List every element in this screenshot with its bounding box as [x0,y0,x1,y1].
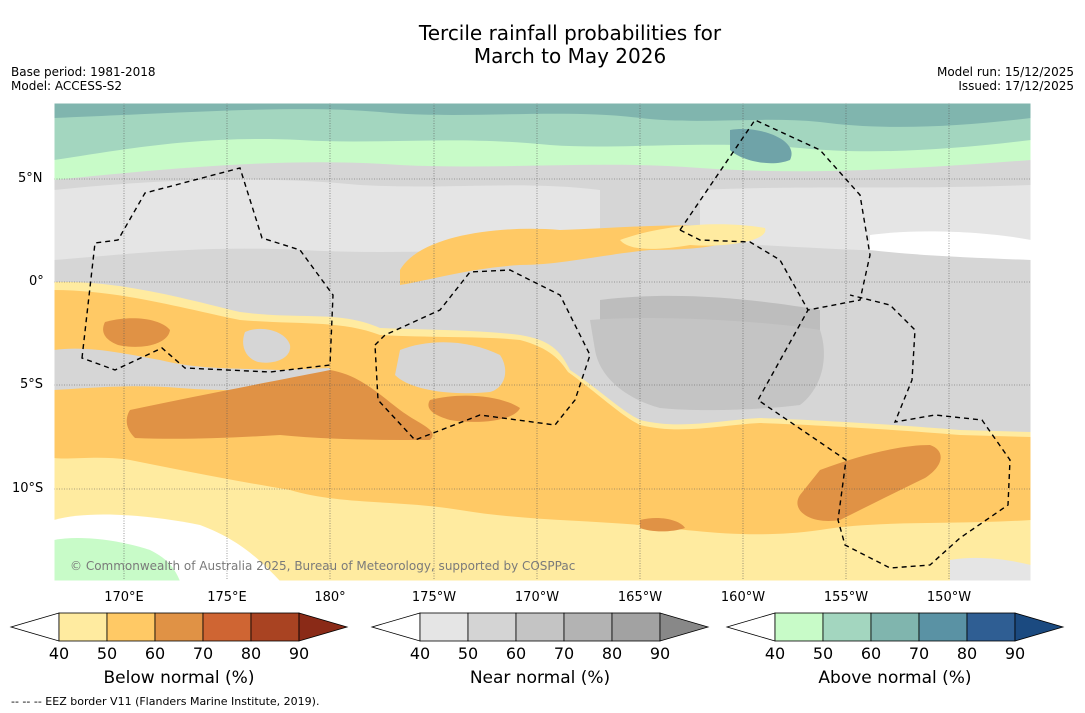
cb2-tick-70: 70 [553,644,575,663]
above-normal-southwest-area [54,538,180,581]
cb1-tick-90: 90 [288,644,310,663]
cb2-swatch-4 [563,612,613,642]
cb2-swatch-2 [467,612,517,642]
cb2-swatch-1 [419,612,469,642]
cb2-swatch-5 [611,612,661,642]
eez-footer-note: -- -- -- EEZ border V11 (Flanders Marine… [11,695,320,708]
cb3-tick-40: 40 [764,644,786,663]
cb1-tick-70: 70 [192,644,214,663]
above-normal-dark-area [54,103,1031,127]
cb3-tick-80: 80 [956,644,978,663]
base-period: Base period: 1981-2018 [11,65,156,79]
issued-date: Issued: 17/12/2025 [958,79,1074,93]
near-normal-central-east [590,318,824,411]
cb1-under-triangle [9,612,60,642]
lon-label-160w: 160°W [720,590,766,605]
meta-right: Model run: 15/12/2025 Issued: 17/12/2025 [937,65,1074,93]
cb3-swatch-4 [918,612,968,642]
cb3-tick-70: 70 [908,644,930,663]
below-normal-dark-patch-4 [797,445,941,521]
colorbars [9,612,1065,642]
below-normal-dark-patch-2 [126,370,433,440]
lon-label-180: 180° [314,590,346,605]
cb2-title: Near normal (%) [469,668,611,688]
map-title: Tercile rainfall probabilities for March… [0,22,1085,68]
near-normal-southeast-corner [950,557,1031,581]
lon-label-175e: 175°E [207,590,247,605]
near-normal-small-pocket [243,328,291,363]
near-normal-central-pocket [395,342,506,394]
eez-borders [81,119,1011,569]
lat-label-5s: 5°S [20,377,44,392]
lat-label-10s: 10°S [12,481,44,496]
cb3-swatch-5 [966,612,1016,642]
cb3-title: Above normal (%) [818,668,972,688]
below-normal-medium-area [54,290,1031,535]
cb3-under-triangle [725,612,776,642]
near-normal-southwest-pocket [54,348,330,391]
cb2-over-triangle [659,612,710,642]
graticule [54,103,1031,581]
cb3-swatch-3 [870,612,920,642]
below-normal-dark-patch-1 [103,318,170,347]
lon-label-165w: 165°W [617,590,663,605]
cb1-swatch-3 [154,612,204,642]
cb3-tick-90: 90 [1004,644,1026,663]
lon-label-150w: 150°W [926,590,972,605]
cb2-under-triangle [370,612,421,642]
lat-label-equator: 0° [29,274,44,289]
map-field [54,103,1031,581]
lon-label-170e: 170°E [104,590,144,605]
cb3-tick-60: 60 [860,644,882,663]
cb1-swatch-1 [58,612,108,642]
title-line-2: March to May 2026 [473,44,667,68]
cb2-tick-60: 60 [505,644,527,663]
cb3-over-triangle [1014,612,1065,642]
below-normal-dark-patch-5 [640,517,685,532]
cb2-swatch-3 [515,612,565,642]
cb1-tick-60: 60 [144,644,166,663]
cb3-swatch-2 [822,612,872,642]
cb1-swatch-5 [250,612,300,642]
lon-label-155w: 155°W [823,590,869,605]
copyright-notice: © Commonwealth of Australia 2025, Bureau… [70,559,576,573]
cb1-tick-80: 80 [240,644,262,663]
cb1-tick-40: 40 [48,644,70,663]
cb1-swatch-4 [202,612,252,642]
above-normal-patch [730,129,792,164]
lon-label-175w: 175°W [411,590,457,605]
below-normal-dark-patch-3 [428,395,520,422]
cb1-tick-50: 50 [96,644,118,663]
cb3-swatch-1 [774,612,824,642]
model-run: Model run: 15/12/2025 [936,65,1074,79]
cb1-title: Below normal (%) [103,668,255,688]
cb2-tick-80: 80 [601,644,623,663]
lon-label-170w: 170°W [514,590,560,605]
lat-label-5n: 5°N [18,171,43,186]
cb1-swatch-2 [106,612,156,642]
meta-left: Base period: 1981-2018 Model: ACCESS-S2 [11,65,156,93]
white-gap-east [870,231,1031,260]
below-normal-light-equatorial [620,224,766,249]
cb2-tick-50: 50 [457,644,479,663]
cb1-over-triangle [298,612,349,642]
model-name: Model: ACCESS-S2 [11,79,123,93]
title-line-1: Tercile rainfall probabilities for [418,21,722,45]
cb3-tick-50: 50 [812,644,834,663]
cb2-tick-90: 90 [649,644,671,663]
map-frame [53,102,1032,582]
cb2-tick-40: 40 [409,644,431,663]
